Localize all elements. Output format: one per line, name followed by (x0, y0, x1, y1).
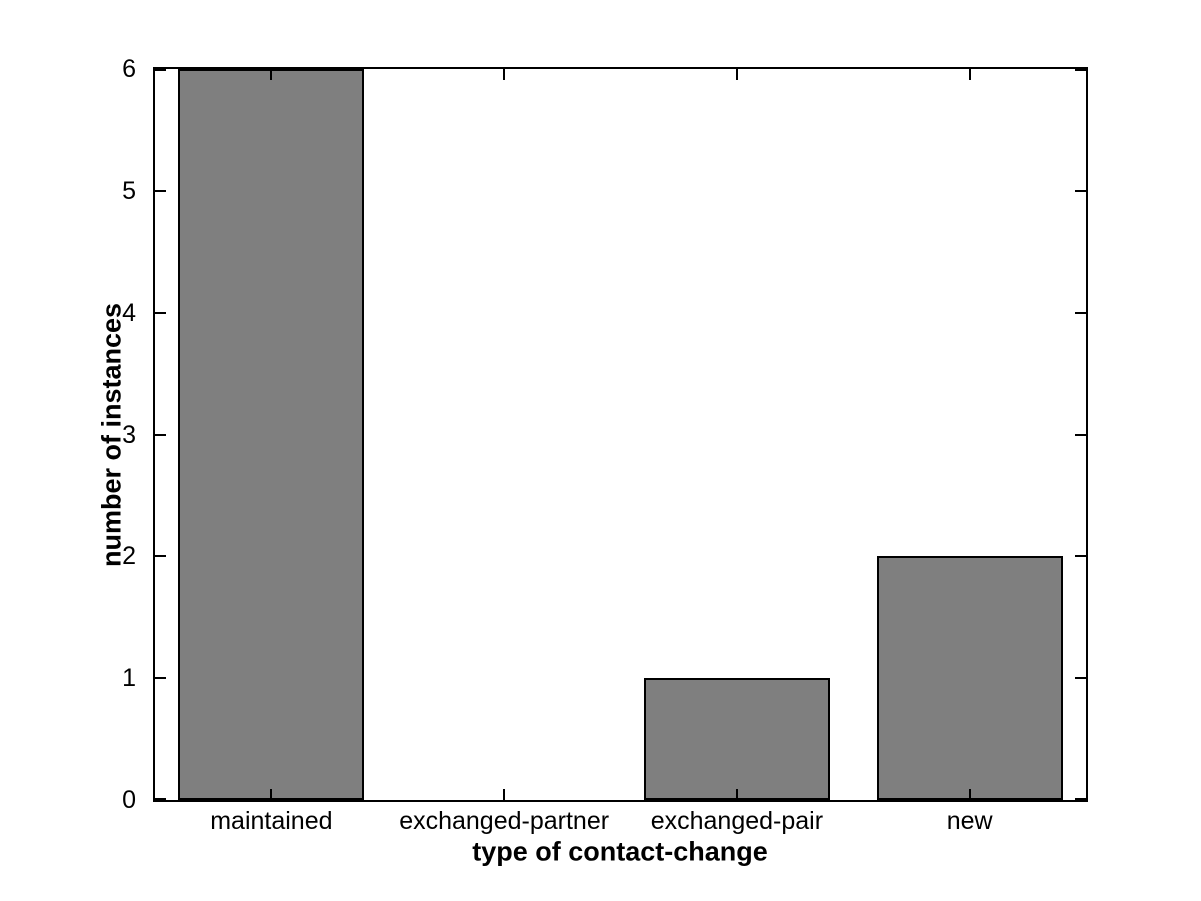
bar-new (876, 556, 1063, 800)
y-tick-right (1075, 189, 1086, 192)
y-tick-right (1075, 555, 1086, 558)
bar-maintained (178, 69, 365, 800)
y-tick-right (1075, 433, 1086, 436)
y-tick-right (1075, 311, 1086, 314)
y-tick-labels: 0 1 2 3 4 5 6 (0, 0, 136, 901)
x-tick-label-exchanged-pair: exchanged-pair (650, 807, 824, 835)
y-tick-right (1075, 69, 1086, 71)
bar-exchanged-pair (643, 678, 830, 800)
x-axis-title: type of contact-change (472, 836, 768, 867)
x-tick-label-new: new (946, 807, 993, 835)
x-tick-bottom (503, 789, 506, 800)
y-tick-label-1: 1 (122, 664, 136, 693)
x-tick-label-exchanged-partner: exchanged-partner (399, 807, 610, 835)
y-tick-label-4: 4 (122, 298, 136, 327)
y-tick-label-5: 5 (122, 176, 136, 205)
x-tick-top (270, 69, 273, 80)
y-tick-left (155, 189, 166, 192)
y-tick-left (155, 311, 166, 314)
y-tick-left (155, 433, 166, 436)
x-tick-label-maintained: maintained (210, 807, 333, 835)
x-tick-top (968, 69, 971, 80)
y-tick-left (155, 69, 166, 71)
x-tick-top (503, 69, 506, 80)
x-tick-top (735, 69, 738, 80)
plot-area (153, 67, 1088, 802)
y-tick-left (155, 677, 166, 680)
x-tick-bottom (270, 789, 273, 800)
y-tick-label-2: 2 (122, 542, 136, 571)
y-tick-label-6: 6 (122, 55, 136, 83)
y-tick-left (155, 798, 166, 800)
y-tick-right (1075, 798, 1086, 800)
y-tick-label-0: 0 (122, 786, 136, 814)
x-tick-bottom (735, 789, 738, 800)
y-tick-left (155, 555, 166, 558)
y-tick-label-3: 3 (122, 420, 136, 449)
x-tick-bottom (968, 789, 971, 800)
y-tick-right (1075, 677, 1086, 680)
